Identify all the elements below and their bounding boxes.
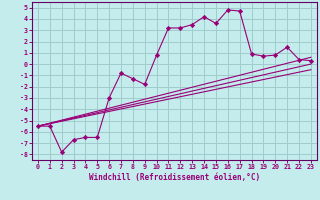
X-axis label: Windchill (Refroidissement éolien,°C): Windchill (Refroidissement éolien,°C) (89, 173, 260, 182)
